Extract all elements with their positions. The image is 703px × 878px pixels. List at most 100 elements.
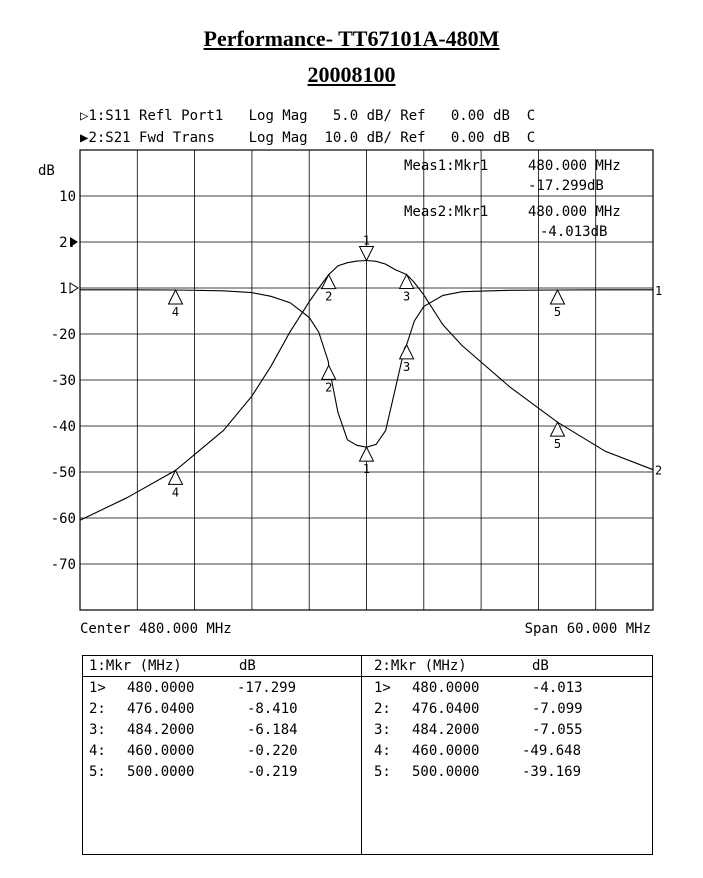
marker-label: 2 [325,380,332,394]
trace2-header: ▶2:S21 Fwd Trans Log Mag 10.0 dB/ Ref 0.… [80,130,535,146]
row-id: 4: [374,743,391,759]
table2-row: 5: 500.0000 -39.169 [374,764,581,780]
table1-col-freq: 1:Mkr (MHz) [89,658,182,674]
meas2-freq: 480.000 MHz [528,204,621,220]
trace-s11-line [80,289,653,448]
row-id: 4: [89,743,106,759]
row-freq: 500.0000 [127,764,195,780]
row-id: 1> [89,680,106,696]
marker-triangle [398,343,415,360]
marker-triangle [358,446,375,462]
marker-triangle [167,288,184,305]
y-tick-label: -50 [51,465,76,481]
table1-row: 3: 484.2000 -6.184 [89,722,298,738]
marker-triangle [358,245,375,262]
table2-col-freq: 2:Mkr (MHz) [374,658,467,674]
marker-label: 4 [172,485,179,499]
marker-triangle [549,421,566,437]
y-tick-label: -30 [51,373,76,389]
row-db: -8.410 [247,701,298,717]
meas2-label: Meas2:Mkr1 [404,204,488,220]
row-id: 2: [89,701,106,717]
row-freq: 476.0400 [127,701,195,717]
trace1-end-label: 1 [655,284,662,298]
row-db: -6.184 [247,722,298,738]
span-frequency: Span 60.000 MHz [525,621,651,637]
row-freq: 484.2000 [412,722,480,738]
row-freq: 460.0000 [412,743,480,759]
row-freq: 460.0000 [127,743,195,759]
row-db: -7.099 [532,701,583,717]
table2-row: 2: 476.0400 -7.099 [374,701,583,717]
marker-label: 4 [172,305,179,319]
y-tick-label: -40 [51,419,76,435]
marker-triangle [167,469,184,485]
row-db: -17.299 [237,680,297,696]
trace1-ref-arrow-icon [69,282,79,294]
marker-triangle [320,273,337,290]
table2-header: 2:Mkr (MHz) dB [374,658,549,674]
trace-s21-line [79,259,654,521]
row-db: -0.220 [247,743,298,759]
table1-col-db: dB [239,658,256,674]
y-tick-label: -60 [51,511,76,527]
row-id: 3: [374,722,391,738]
row-freq: 480.0000 [412,680,480,696]
page-title: Performance- TT67101A-480M [203,26,500,51]
y-tick-label: -20 [51,327,76,343]
center-frequency: Center 480.000 MHz [80,621,232,637]
row-id: 3: [89,722,106,738]
meas2-value: -4.013dB [540,224,607,240]
meas1-freq: 480.000 MHz [528,158,621,174]
row-id: 1> [374,680,391,696]
row-freq: 476.0400 [412,701,480,717]
table1-row: 1> 480.0000 -17.299 [89,680,296,696]
marker-label: 3 [403,289,410,303]
y-ticks: 102:1:-20-30-40-50-60-70 [51,189,76,573]
row-freq: 500.0000 [412,764,480,780]
marker-triangle [549,288,566,305]
marker-label: 5 [554,305,561,319]
y-axis-unit: dB [38,163,55,179]
reference-markers: 12 [69,237,662,478]
chart-grid [80,150,653,610]
table2-row: 3: 484.2000 -7.055 [374,722,583,738]
trace1-marker-icon: ▷ [80,108,89,124]
page-subtitle: 20008100 [307,62,396,87]
marker-label: 5 [554,437,561,451]
y-tick-label: -70 [51,557,76,573]
row-db: -7.055 [532,722,583,738]
trace2-marker-icon: ▶ [80,130,89,146]
marker-table-trace2: 2:Mkr (MHz) dB 1> 480.0000 -4.013 2: 476.040… [361,655,653,855]
y-tick-label: 10 [59,189,76,205]
row-id: 5: [374,764,391,780]
row-db: -4.013 [532,680,583,696]
table2-row: 4: 460.0000 -49.648 [374,743,581,759]
row-id: 5: [89,764,106,780]
marker-table-trace1: 1:Mkr (MHz) dB 1> 480.0000 -17.299 2: 476.04… [82,655,362,855]
marker-label: 1 [363,462,370,476]
table2-col-db: dB [532,658,549,674]
table1-row: 4: 460.0000 -0.220 [89,743,298,759]
row-freq: 480.0000 [127,680,195,696]
table2-row: 1> 480.0000 -4.013 [374,680,583,696]
row-freq: 484.2000 [127,722,195,738]
trace1-header-label: 1:S11 Refl Port1 Log Mag 5.0 dB/ Ref 0.0… [88,108,536,124]
trace-markers: 1 2 3 4 5 1 2 3 4 5 [167,233,566,499]
marker-label: 2 [325,290,332,304]
meas1-value: -17.299dB [528,178,604,194]
row-db: -39.169 [522,764,582,780]
marker-label: 1 [363,233,370,247]
row-db: -49.648 [522,743,582,759]
row-db: -0.219 [247,764,298,780]
trace2-end-label: 2 [655,464,662,478]
trace1-header: ▷1:S11 Refl Port1 Log Mag 5.0 dB/ Ref 0.… [80,108,535,124]
table1-header: 1:Mkr (MHz) dB [89,658,256,674]
table1-row: 5: 500.0000 -0.219 [89,764,298,780]
table1-row: 2: 476.0400 -8.410 [89,701,298,717]
plot-frame [79,149,654,611]
marker-label: 3 [403,360,410,374]
meas1-label: Meas1:Mkr1 [404,158,488,174]
marker-triangle [320,364,337,380]
